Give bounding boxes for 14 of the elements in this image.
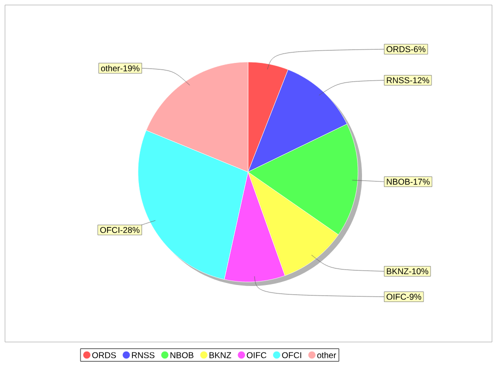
data-label: OIFC-9% — [386, 294, 422, 300]
legend-label: ORDS — [92, 352, 116, 358]
data-label: ORDS-6% — [386, 46, 426, 52]
legend-label: other — [317, 352, 336, 358]
legend-label: BKNZ — [210, 352, 232, 358]
data-label: OFCI-28% — [100, 226, 140, 233]
legend-label: OFCI — [282, 352, 302, 358]
data-label: NBOB-17% — [386, 178, 430, 185]
legend-label: OIFC — [246, 352, 266, 358]
legend-label: NBOB — [170, 352, 194, 358]
data-label: BKNZ-10% — [386, 268, 428, 274]
data-label: RNSS-12% — [386, 77, 430, 84]
legend-label: RNSS — [132, 352, 154, 358]
data-label: other-19% — [101, 65, 140, 72]
